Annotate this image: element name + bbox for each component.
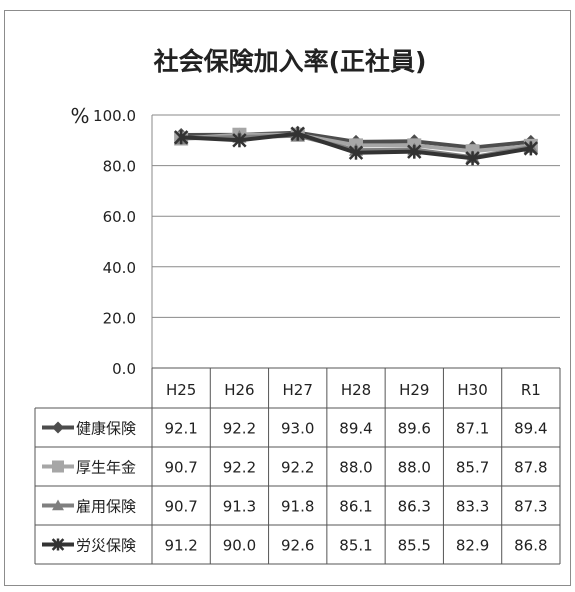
legend-item: 雇用保険 <box>42 498 136 516</box>
data-label: 88.0 <box>339 459 372 477</box>
data-point <box>52 460 64 473</box>
legend-label: 厚生年金 <box>76 459 136 477</box>
data-label: 86.1 <box>339 498 372 516</box>
data-label: 91.3 <box>223 498 256 516</box>
data-label: 88.0 <box>398 459 431 477</box>
data-point <box>465 151 480 166</box>
data-label: 86.3 <box>398 498 431 516</box>
data-label: 93.0 <box>281 420 314 438</box>
data-label: 91.8 <box>281 498 314 516</box>
data-label: 83.3 <box>456 498 489 516</box>
data-label: 85.7 <box>456 459 489 477</box>
data-point <box>52 421 64 434</box>
data-point <box>51 538 65 551</box>
y-axis-unit-label: % <box>70 104 89 128</box>
y-tick-label: 40.0 <box>103 259 136 277</box>
data-label: 89.6 <box>398 420 431 438</box>
data-point <box>523 141 539 156</box>
x-tick-label: H25 <box>166 381 196 399</box>
legend-label: 雇用保険 <box>76 498 136 516</box>
data-point <box>407 144 422 159</box>
data-label: 92.2 <box>223 420 256 438</box>
data-label: 89.4 <box>339 420 372 438</box>
data-label: 90.7 <box>164 498 197 516</box>
legend-item: 労災保険 <box>42 537 136 555</box>
data-point <box>232 133 247 148</box>
data-label: 87.8 <box>514 459 547 477</box>
y-tick-label: 0.0 <box>112 360 136 378</box>
data-label: 85.5 <box>398 537 431 555</box>
legend-label: 健康保険 <box>76 420 136 438</box>
data-point <box>290 126 305 141</box>
data-label: 82.9 <box>456 537 489 555</box>
x-tick-label: H26 <box>224 381 254 399</box>
data-label: 86.8 <box>514 537 547 555</box>
legend-item: 健康保険 <box>42 420 136 438</box>
y-tick-label: 20.0 <box>103 309 136 327</box>
data-label: 92.1 <box>164 420 197 438</box>
data-point <box>348 145 364 160</box>
data-label: 85.1 <box>339 537 372 555</box>
data-label: 92.2 <box>223 459 256 477</box>
x-tick-label: H27 <box>283 381 313 399</box>
x-tick-label: R1 <box>521 381 541 399</box>
chart-frame <box>4 10 571 586</box>
data-label: 92.2 <box>281 459 314 477</box>
x-tick-label: H28 <box>341 381 371 399</box>
x-tick-label: H30 <box>457 381 487 399</box>
y-tick-label: 60.0 <box>103 208 136 226</box>
data-table: H25 H26 H27 H28 H29 H30 R1 健康保険 92.1 92.2 93.0 89.4… <box>34 367 561 565</box>
data-label: 92.6 <box>281 537 314 555</box>
series-lines <box>173 125 539 166</box>
data-label: 90.0 <box>223 537 256 555</box>
y-tick-label: 100.0 <box>93 107 136 125</box>
gridlines <box>151 114 560 368</box>
data-label: 91.2 <box>164 537 197 555</box>
data-label: 87.3 <box>514 498 547 516</box>
data-label: 90.7 <box>164 459 197 477</box>
data-point <box>173 130 189 145</box>
series-4 <box>173 126 539 166</box>
legend-item: 厚生年金 <box>42 459 136 477</box>
data-point <box>52 499 64 511</box>
data-label: 89.4 <box>514 420 547 438</box>
x-tick-label: H29 <box>399 381 429 399</box>
y-axis-ticks: 0.0 20.0 40.0 60.0 80.0 100.0 <box>93 107 136 378</box>
legend-label: 労災保険 <box>76 537 136 555</box>
chart-title: 社会保険加入率(正社員) <box>154 47 427 76</box>
y-tick-label: 80.0 <box>103 158 136 176</box>
data-label: 87.1 <box>456 420 489 438</box>
